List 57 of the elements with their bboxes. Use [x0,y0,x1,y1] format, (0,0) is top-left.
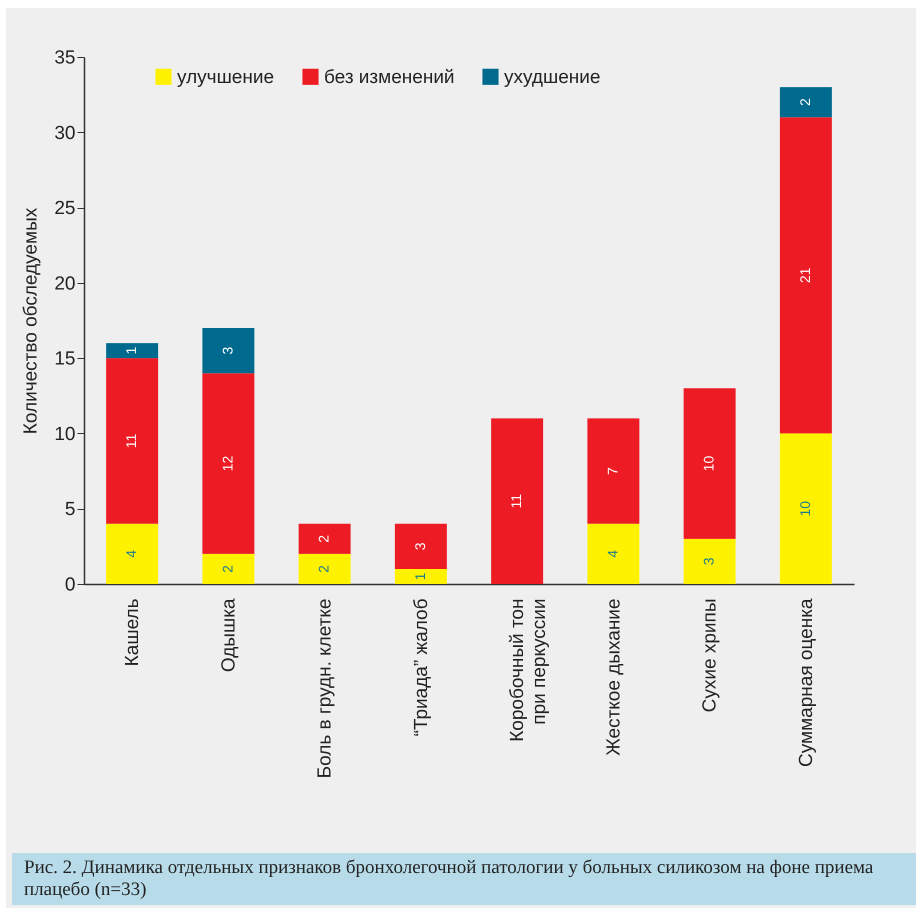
data-label: 2 [316,564,332,573]
bar [491,418,544,584]
data-label: 2 [796,98,813,106]
bar [780,433,832,584]
legend-label: без изменений [324,66,455,88]
data-label: 3 [219,346,236,355]
bar [106,343,158,358]
data-label: 1 [123,346,140,355]
x-tick-label: Жесткое дыхание [603,598,624,756]
bar [394,568,447,584]
data-label: 11 [123,433,140,448]
data-label: 3 [700,557,717,566]
bar [684,388,736,539]
bar [587,418,640,524]
bar [780,87,832,118]
x-tick-label: Боль в грудн. клетке [314,598,336,778]
data-label: 4 [123,550,140,558]
bar [106,358,158,524]
bar [202,328,254,374]
bar [780,117,832,434]
x-tick-label: Одышка [218,598,240,672]
y-tick-label: 5 [64,499,76,520]
bar [298,524,351,554]
data-label: 1 [412,572,428,580]
data-label: 2 [219,564,236,573]
y-tick-label: 15 [54,348,76,370]
data-label: 3 [412,542,428,550]
text: Рис. 2. Динамика отдельных признаков бронхолегочной патологии у больных силикозом на фоне приема плацебо (n=33) [12,853,916,905]
bar [202,373,254,554]
x-tick-label: Коробочный тон при перкуссии [507,598,550,742]
data-label: 11 [508,494,524,508]
x-tick-label: Сухие хрипы [700,598,721,712]
x-tick-label: Кашель [122,598,144,666]
y-tick-label: 10 [54,424,76,445]
y-tick-label: 35 [54,48,76,68]
y-axis-title: Количество обследуемых [20,207,42,434]
x-tick-label: “Триада” жалоб [410,598,432,736]
y-tick-label: 20 [54,273,76,294]
bar [202,554,254,584]
y-tick-label: 25 [54,198,76,220]
legend-label: улучшение [177,66,274,88]
bar [587,524,640,584]
y-tick-label: 0 [64,574,76,596]
data-label: 2 [316,534,332,543]
y-tick-label: 30 [54,122,76,144]
bar [394,524,447,569]
data-label: 21 [796,267,813,284]
data-label: 7 [604,466,620,475]
data-label: 10 [796,500,813,517]
legend-label: ухудшение [504,66,600,88]
data-label: 12 [219,456,236,472]
bar [106,524,158,584]
data-label: 4 [604,550,620,558]
bar [298,554,351,584]
data-label: 10 [700,456,717,472]
x-tick-label: Суммарная оценка [796,598,817,767]
bar [684,538,736,584]
